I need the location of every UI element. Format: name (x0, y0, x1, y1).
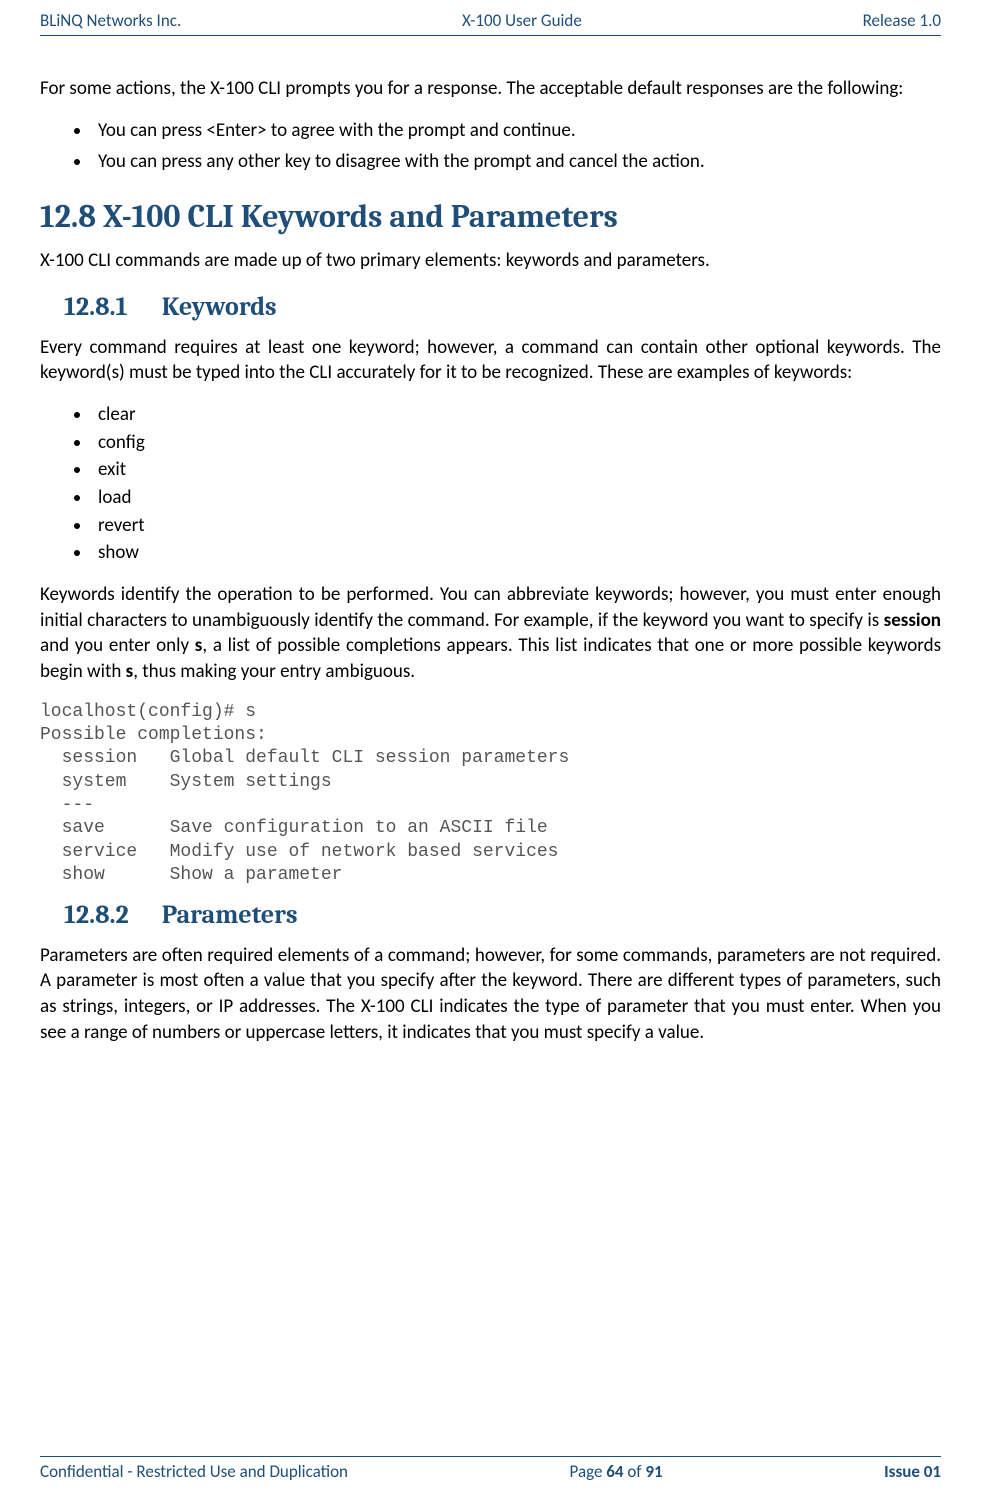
footer-center: Page 64 of 91 (570, 1461, 663, 1482)
subsection-title: Parameters (162, 900, 298, 930)
list-item: exit (92, 457, 941, 483)
subsection-number: 12.8.1 (64, 290, 156, 325)
page-number: 64 (606, 1461, 623, 1482)
list-item: config (92, 430, 941, 456)
keywords-paragraph-2: Keywords identify the operation to be pe… (40, 582, 941, 685)
list-item: clear (92, 402, 941, 428)
bold-session: session (884, 609, 941, 632)
parameters-paragraph: Parameters are often required elements o… (40, 943, 941, 1046)
keywords-examples-list: clear config exit load revert show (40, 402, 941, 566)
page-body: For some actions, the X-100 CLI prompts … (40, 36, 941, 1045)
subsection-title: Keywords (162, 292, 277, 322)
section-intro-paragraph: X-100 CLI commands are made up of two pr… (40, 248, 941, 274)
intro-paragraph: For some actions, the X-100 CLI prompts … (40, 76, 941, 102)
list-item: show (92, 540, 941, 566)
cli-output-block: localhost(config)# s Possible completion… (40, 701, 941, 888)
subsection-heading-parameters: 12.8.2 Parameters (64, 898, 941, 933)
subsection-number: 12.8.2 (64, 898, 156, 933)
keywords-paragraph-1: Every command requires at least one keyw… (40, 335, 941, 386)
page: BLiNQ Networks Inc. X-100 User Guide Rel… (0, 0, 981, 1496)
subsection-heading-keywords: 12.8.1 Keywords (64, 290, 941, 325)
footer-left: Confidential - Restricted Use and Duplic… (40, 1461, 348, 1482)
intro-bullet-list: You can press <Enter> to agree with the … (40, 118, 941, 175)
section-heading-12-8: 12.8 X-100 CLI Keywords and Parameters (40, 195, 941, 238)
page-footer: Confidential - Restricted Use and Duplic… (40, 1456, 941, 1482)
header-center: X-100 User Guide (462, 10, 582, 31)
header-left: BLiNQ Networks Inc. (40, 10, 181, 31)
list-item: load (92, 485, 941, 511)
page-total: 91 (645, 1461, 662, 1482)
text-run: Page (570, 1461, 607, 1482)
text-run: of (624, 1461, 646, 1482)
footer-right: Issue 01 (884, 1461, 941, 1482)
issue-number: Issue 01 (884, 1461, 941, 1482)
text-run: Keywords identify the operation to be pe… (40, 583, 941, 632)
text-run: and you enter only (40, 634, 195, 657)
text-run: , thus making your entry ambiguous. (133, 660, 415, 683)
page-header: BLiNQ Networks Inc. X-100 User Guide Rel… (40, 0, 941, 36)
header-right: Release 1.0 (863, 10, 941, 31)
list-item: You can press <Enter> to agree with the … (92, 118, 941, 144)
list-item: You can press any other key to disagree … (92, 149, 941, 175)
list-item: revert (92, 513, 941, 539)
